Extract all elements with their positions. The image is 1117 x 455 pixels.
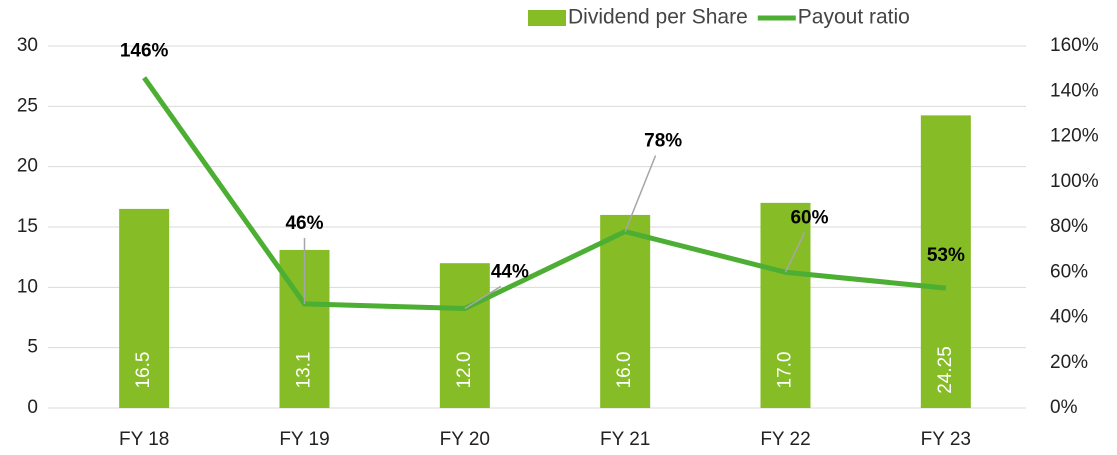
leader-line (784, 231, 806, 273)
bar-value-label: 16.0 (614, 352, 635, 389)
legend-label: Payout ratio (798, 6, 910, 29)
y2-tick-label: 0% (1050, 397, 1078, 418)
x-tick-label: FY 20 (440, 429, 490, 450)
y-tick-label: 0 (27, 397, 38, 418)
line-value-label: 146% (120, 41, 169, 62)
y2-tick-label: 140% (1050, 80, 1099, 101)
y-tick-label: 15 (17, 216, 38, 237)
line-value-label: 46% (285, 213, 323, 234)
bar-value-label: 16.5 (133, 352, 154, 389)
x-tick-label: FY 22 (760, 429, 810, 450)
y2-tick-label: 80% (1050, 216, 1088, 237)
bar-value-label: 13.1 (294, 352, 315, 389)
y-tick-label: 10 (17, 276, 38, 297)
y-tick-label: 30 (17, 35, 38, 56)
y2-tick-label: 100% (1050, 171, 1099, 192)
bar (600, 214, 651, 408)
y-tick-label: 5 (27, 337, 38, 358)
bar-value-label: 17.0 (775, 352, 796, 389)
x-tick-label: FY 18 (119, 429, 169, 450)
line-value-label: 60% (790, 207, 828, 228)
line (142, 76, 947, 311)
y2-tick-label: 120% (1050, 126, 1099, 147)
bar-value-label: 24.25 (935, 346, 956, 394)
bar (439, 263, 490, 408)
y2-tick-label: 60% (1050, 261, 1088, 282)
line-value-label: 53% (927, 245, 965, 266)
leader-line (624, 155, 657, 232)
x-tick-label: FY 23 (921, 429, 971, 450)
bar-value-label: 12.0 (454, 352, 475, 389)
leader-line (464, 285, 502, 310)
line-value-label: 44% (491, 261, 529, 282)
y-tick-label: 25 (17, 95, 38, 116)
y-tick-label: 20 (17, 156, 38, 177)
line-value-label: 78% (644, 131, 682, 152)
x-tick-label: FY 21 (600, 429, 650, 450)
bar (119, 208, 170, 408)
y2-tick-label: 40% (1050, 307, 1088, 328)
legend-label: Dividend per Share (568, 6, 748, 29)
y2-tick-label: 20% (1050, 352, 1088, 373)
bar (920, 115, 971, 408)
x-tick-label: FY 19 (279, 429, 329, 450)
y2-tick-label: 160% (1050, 35, 1099, 56)
legend-swatch (528, 10, 566, 26)
